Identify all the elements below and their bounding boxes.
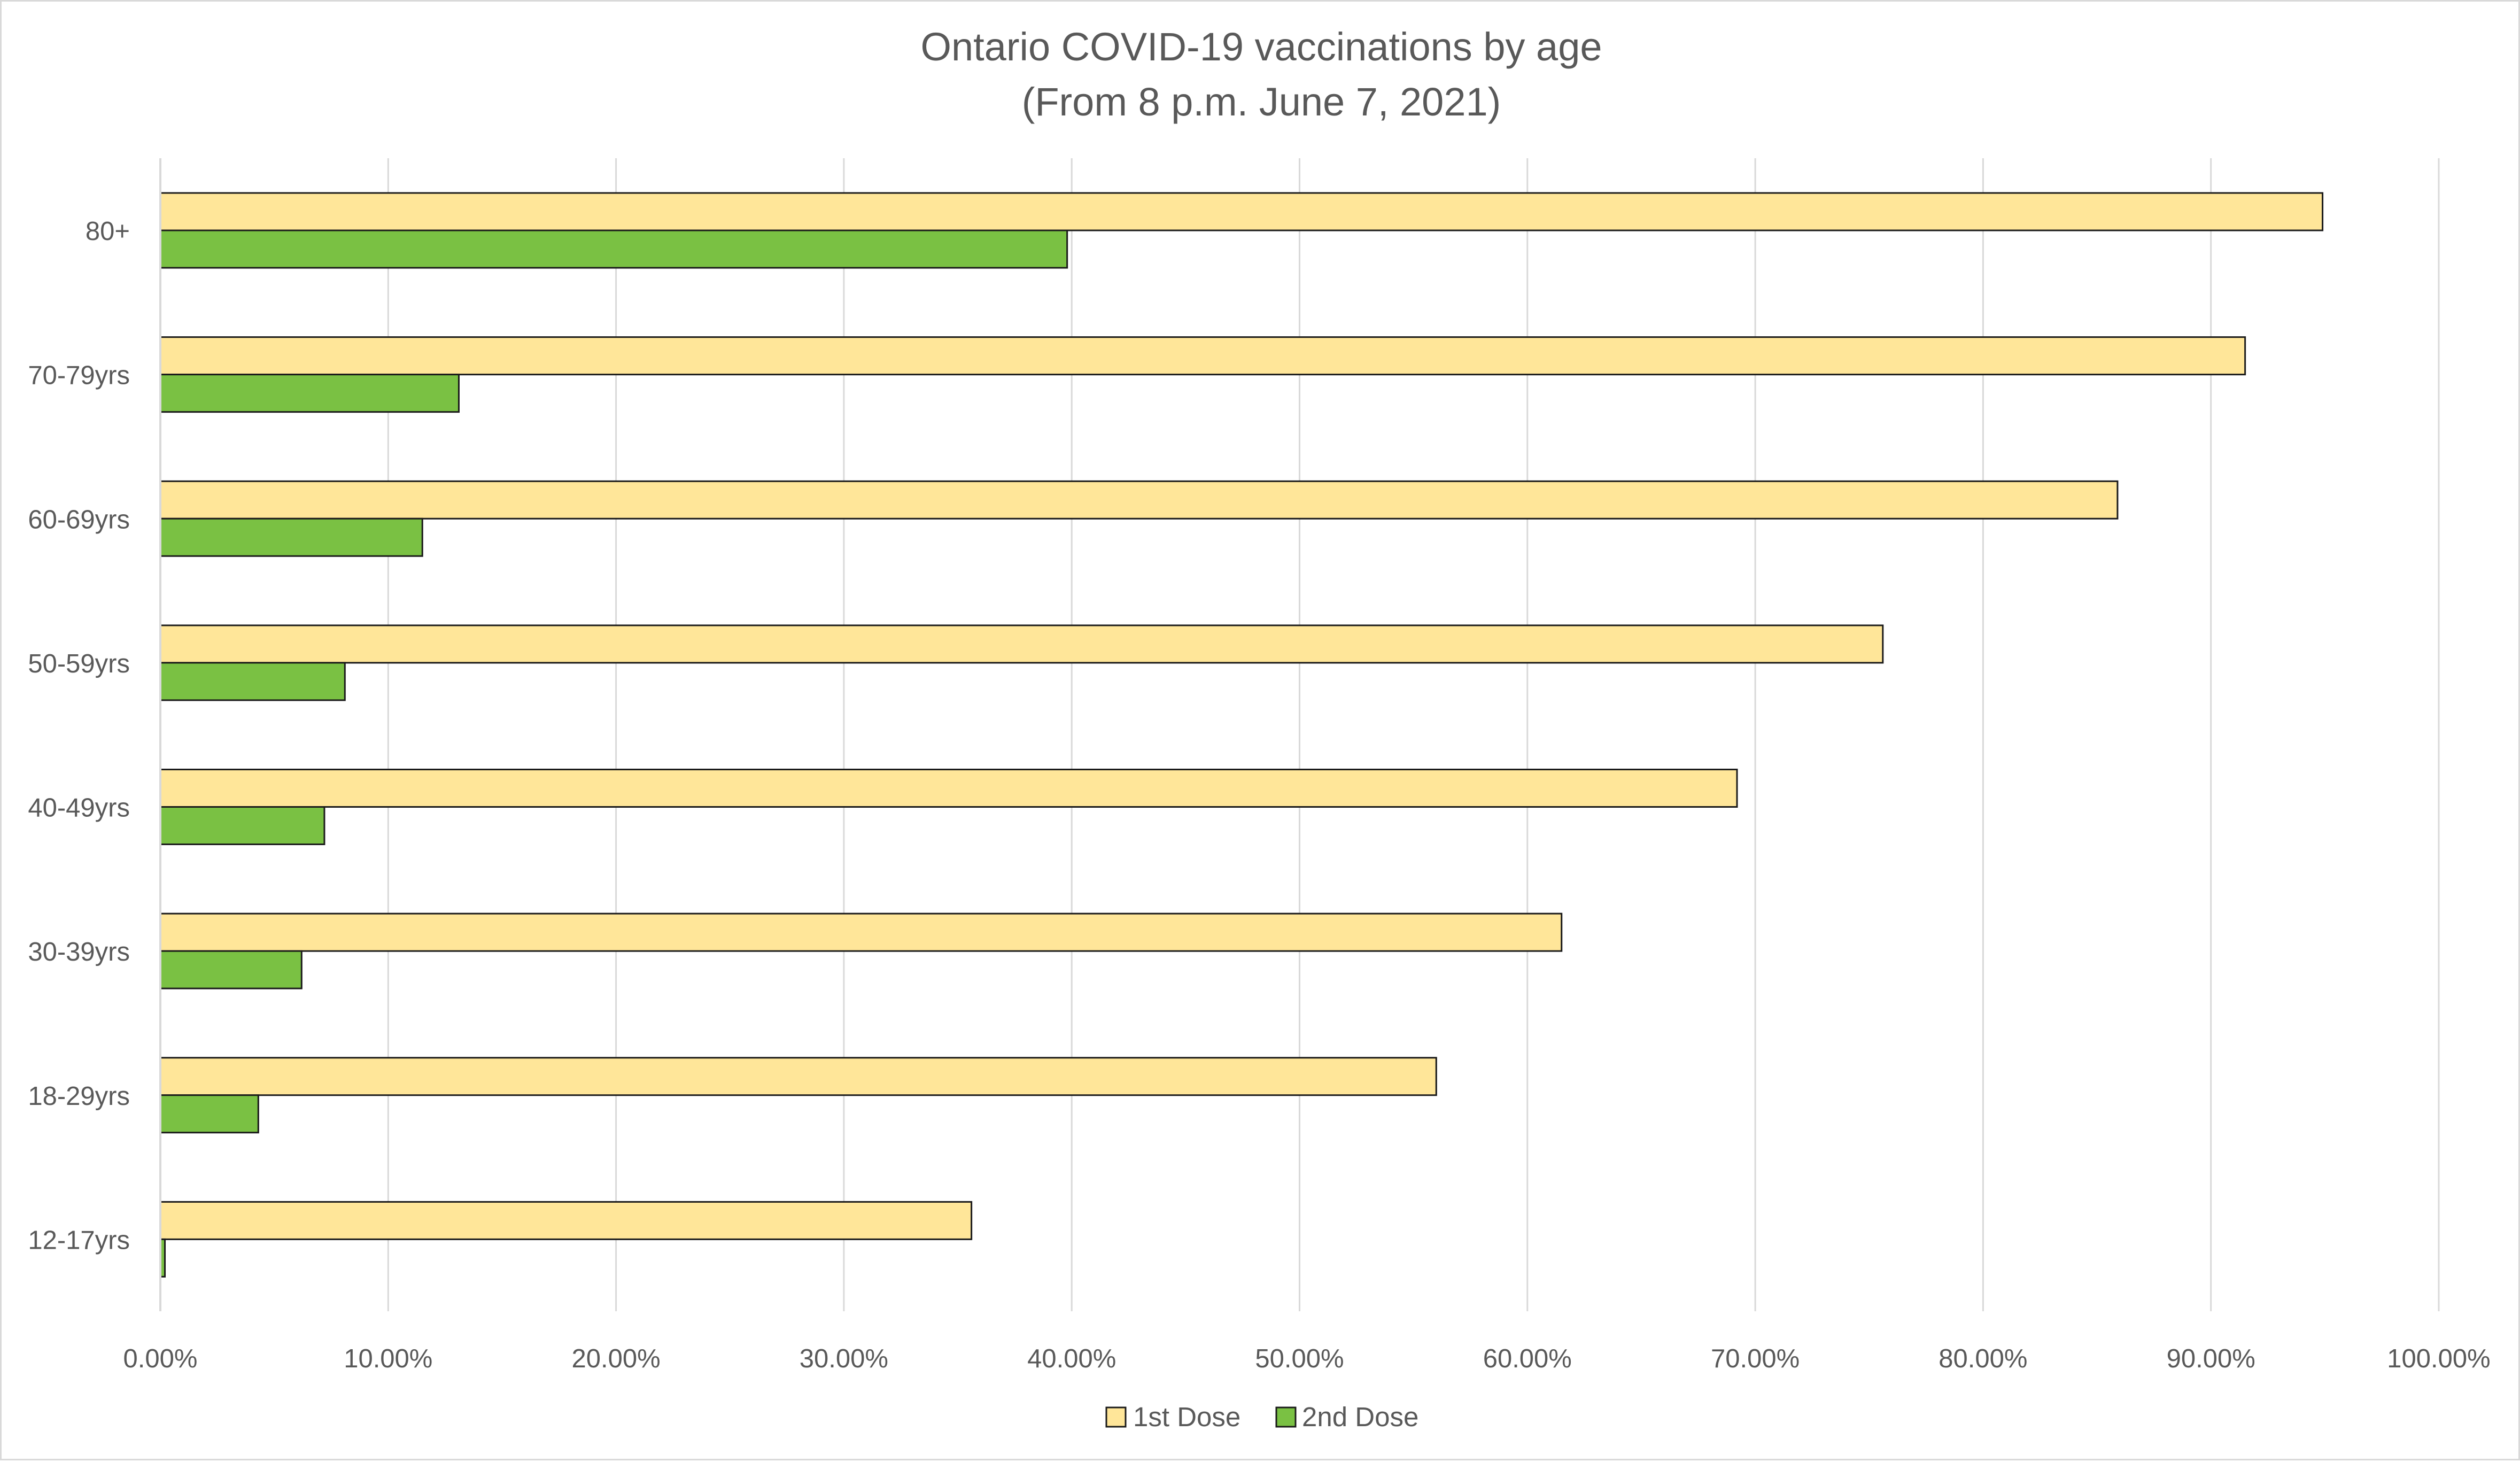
y-tick-label: 80+ (86, 217, 130, 246)
bar-dose1-3 (159, 624, 1884, 664)
bar-dose2-1 (159, 374, 460, 413)
legend-swatch-dose2 (1275, 1406, 1297, 1428)
y-tick-label: 30-39yrs (28, 938, 130, 966)
bar-dose2-4 (159, 806, 325, 845)
x-tick-label: 50.00% (1255, 1344, 1344, 1373)
y-tick-label: 12-17yrs (28, 1226, 130, 1255)
x-tick-label: 60.00% (1483, 1344, 1572, 1373)
bar-dose1-5 (159, 912, 1563, 952)
x-tick-label: 20.00% (571, 1344, 660, 1373)
y-tick-label: 70-79yrs (28, 361, 130, 390)
gridlines (387, 158, 2440, 1311)
bar-dose2-0 (159, 229, 1068, 269)
y-tick-label: 18-29yrs (28, 1082, 130, 1111)
bar-dose2-5 (159, 950, 303, 989)
bar-dose1-1 (159, 336, 2246, 376)
bar-dose1-0 (159, 192, 2324, 231)
y-tick-label: 60-69yrs (28, 505, 130, 534)
bar-dose2-3 (159, 662, 346, 701)
y-tick-label: 50-59yrs (28, 649, 130, 678)
legend-label-dose1: 1st Dose (1133, 1402, 1240, 1432)
bar-dose2-2 (159, 517, 423, 557)
x-tick-labels: 0.00% 10.00% 20.00% 30.00% 40.00% 50.00% 60.00… (123, 1344, 2491, 1373)
y-tick-label: 40-49yrs (28, 794, 130, 823)
bar-dose2-6 (159, 1094, 259, 1134)
x-tick-label: 30.00% (800, 1344, 888, 1373)
legend-swatch-dose1 (1105, 1406, 1127, 1428)
x-tick-label: 80.00% (1939, 1344, 2027, 1373)
bar-dose1-4 (159, 769, 1738, 808)
bar-dose1-7 (159, 1201, 973, 1240)
bars (159, 192, 2324, 1278)
x-tick-label: 70.00% (1711, 1344, 1800, 1373)
x-tick-label: 100.00% (2387, 1344, 2490, 1373)
y-tick-labels: 80+ 70-79yrs 60-69yrs 50-59yrs 40-49yrs 30-39… (28, 217, 130, 1255)
legend-label-dose2: 2nd Dose (1302, 1402, 1418, 1432)
x-tick-label: 40.00% (1027, 1344, 1116, 1373)
bar-dose1-6 (159, 1057, 1437, 1096)
x-tick-label: 10.00% (344, 1344, 432, 1373)
bar-dose1-2 (159, 480, 2119, 520)
x-tick-label: 90.00% (2167, 1344, 2255, 1373)
chart-title: Ontario COVID-19 vaccinations by age (920, 25, 1602, 69)
chart-subtitle: (From 8 p.m. June 7, 2021) (1022, 80, 1501, 124)
x-tick-label: 0.00% (123, 1344, 198, 1373)
legend: 1st Dose 2nd Dose (1105, 1402, 1418, 1432)
